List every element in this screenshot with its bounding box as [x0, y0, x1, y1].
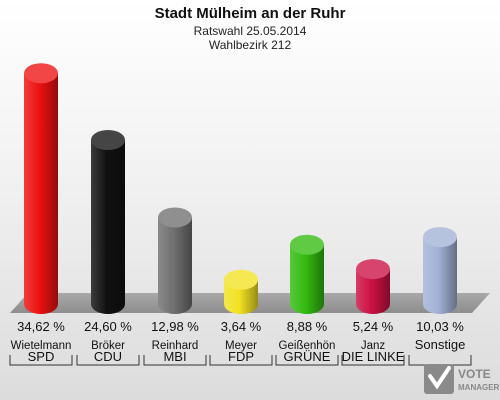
value-label: 10,03 %: [416, 319, 464, 334]
watermark-line2: MANAGER: [458, 383, 500, 392]
candidate-label: Bröker: [91, 340, 125, 352]
watermark-line1: VOTE: [458, 367, 491, 381]
category-bracket: [341, 355, 405, 366]
candidate-label: Geißenhön: [279, 340, 336, 352]
bar-spd: [24, 63, 58, 314]
bar-cdu: [91, 130, 125, 314]
chart-subtitle-district: Wahlbezirk 212: [209, 38, 292, 52]
candidate-label: Janz: [361, 340, 386, 352]
candidate-label: Reinhard: [152, 340, 199, 352]
bars-group: [24, 63, 457, 314]
value-label: 3,64 %: [221, 319, 262, 334]
vote-manager-logo-icon: [424, 364, 454, 394]
category-label: SPD: [28, 349, 55, 364]
value-label: 24,60 %: [84, 319, 132, 334]
category-bracket: [143, 355, 207, 366]
category-bracket: [76, 355, 140, 366]
category-bracket: [9, 355, 73, 366]
category-label: CDU: [94, 349, 122, 364]
bar-grüne: [290, 234, 324, 314]
value-label: 12,98 %: [151, 319, 199, 334]
bar-die-linke: [356, 259, 390, 314]
category-bracket: [275, 355, 339, 366]
category-label: DIE LINKE: [342, 349, 405, 364]
value-label: 5,24 %: [353, 319, 394, 334]
category-bracket: [408, 355, 472, 366]
category-label: GRÜNE: [284, 349, 331, 364]
category-label: MBI: [163, 349, 186, 364]
watermark: VOTE MANAGER: [424, 364, 500, 394]
chart-title: Stadt Mülheim an der Ruhr: [155, 5, 346, 22]
bar-sonstige: [423, 227, 457, 314]
value-label: 8,88 %: [287, 319, 328, 334]
candidate-label: Meyer: [225, 340, 257, 352]
value-label: 34,62 %: [17, 319, 65, 334]
bar-fdp: [224, 269, 258, 314]
candidate-label: Wietelmann: [11, 340, 72, 352]
category-label: FDP: [228, 349, 254, 364]
bar-mbi: [158, 207, 192, 314]
chart-subtitle: Ratswahl 25.05.2014: [194, 24, 307, 38]
category-label: Sonstige: [415, 337, 466, 352]
category-bracket: [209, 355, 273, 366]
